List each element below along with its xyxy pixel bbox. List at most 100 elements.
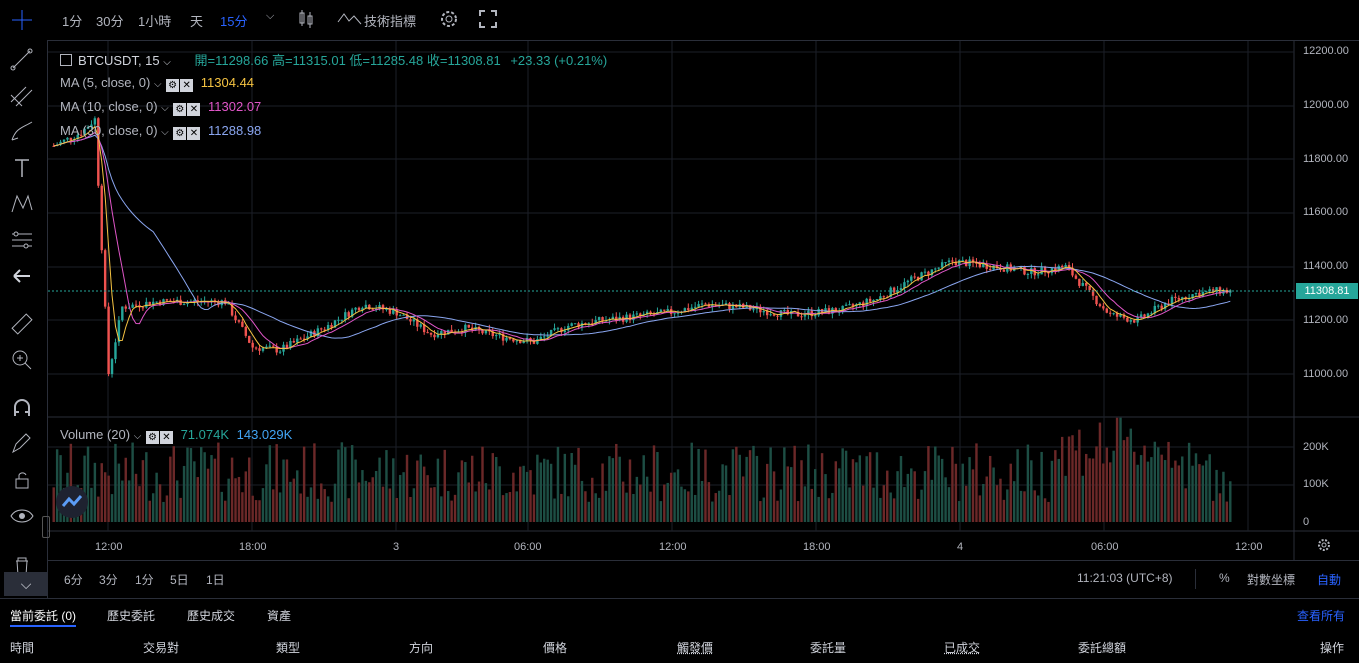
- tab-open-orders[interactable]: 當前委託 (0): [10, 607, 76, 624]
- close-icon[interactable]: ✕: [160, 431, 173, 444]
- settings-gear-icon[interactable]: [1316, 537, 1332, 556]
- range-5d[interactable]: 5日: [170, 571, 189, 588]
- tab-order-history[interactable]: 歷史委託: [107, 607, 155, 624]
- close-icon[interactable]: ✕: [187, 127, 200, 140]
- price-tick: 12200.00: [1303, 45, 1349, 57]
- volume-ma-value: 143.029K: [237, 427, 293, 442]
- ohlc-values: 開=11298.66 高=11315.01 低=11285.48 收=11308…: [194, 53, 500, 68]
- range-6m[interactable]: 6分: [64, 571, 83, 588]
- column-header: 類型: [276, 639, 300, 656]
- time-tick: 18:00: [239, 541, 267, 553]
- ma-label: MA (10, close, 0): [60, 99, 158, 114]
- log-toggle[interactable]: 對數坐標: [1247, 571, 1295, 588]
- ma-value: 11288.98: [208, 123, 261, 138]
- price-tick: 11000.00: [1303, 368, 1348, 380]
- time-tick: 12:00: [659, 541, 687, 553]
- time-tick: 12:00: [1235, 541, 1263, 553]
- time-tick: 12:00: [95, 541, 123, 553]
- collapse-icon[interactable]: [60, 54, 72, 66]
- drawing-toolbar: [0, 40, 48, 600]
- indicators-icon[interactable]: [336, 8, 364, 33]
- range-1d[interactable]: 1日: [206, 571, 225, 588]
- symbol-legend: BTCUSDT, 15 ⌵ 開=11298.66 高=11315.01 低=11…: [60, 50, 607, 69]
- column-header: 已成交: [944, 639, 980, 656]
- zoom-in-icon[interactable]: [8, 346, 36, 374]
- chevron-down-icon[interactable]: ⌵: [134, 431, 142, 442]
- edit-lock-icon[interactable]: [8, 430, 36, 458]
- auto-toggle[interactable]: 自動: [1317, 571, 1341, 588]
- ruler-icon[interactable]: [8, 310, 36, 338]
- pattern-icon[interactable]: [8, 190, 36, 218]
- volume-tick: 200K: [1303, 441, 1329, 453]
- ma-label: MA (30, close, 0): [60, 123, 158, 138]
- chevron-down-icon[interactable]: ⌵: [154, 79, 162, 90]
- projection-icon[interactable]: [8, 226, 36, 254]
- price-change: +23.33 (+0.21%): [510, 53, 607, 68]
- collapse-handle[interactable]: [42, 516, 50, 538]
- volume-legend: Volume (20) ⌵ ⚙ ✕ 71.074K 143.029K: [60, 427, 292, 444]
- close-icon[interactable]: ✕: [180, 79, 193, 92]
- range-3m[interactable]: 3分: [99, 571, 118, 588]
- interval-1h[interactable]: 1小時: [138, 11, 171, 30]
- column-header: 交易對: [143, 639, 179, 656]
- tab-trade-history[interactable]: 歷史成交: [187, 607, 235, 624]
- column-header: 方向: [409, 639, 433, 656]
- column-header: 操作: [1320, 639, 1344, 656]
- clock: 11:21:03 (UTC+8): [1077, 571, 1173, 585]
- candle-type-icon[interactable]: [296, 8, 316, 33]
- fullscreen-icon[interactable]: [477, 8, 499, 33]
- gear-icon[interactable]: ⚙: [166, 79, 179, 92]
- chevron-down-icon[interactable]: ⌵: [161, 103, 169, 114]
- interval-1m[interactable]: 1分: [62, 11, 82, 30]
- price-tick: 11400.00: [1303, 260, 1348, 272]
- unlock-icon[interactable]: [8, 466, 36, 494]
- gear-icon[interactable]: ⚙: [146, 431, 159, 444]
- percent-toggle[interactable]: %: [1219, 571, 1230, 585]
- active-tab-underline: [10, 625, 76, 627]
- column-header: 時間: [10, 639, 34, 656]
- crosshair-icon[interactable]: [8, 6, 36, 37]
- brush-icon[interactable]: [8, 118, 36, 146]
- chevron-down-icon[interactable]: ⌵: [266, 10, 274, 23]
- indicators-button[interactable]: 技術指標: [364, 11, 416, 30]
- ma-value: 11304.44: [201, 75, 254, 90]
- top-toolbar: 1分 30分 1小時 天 15分 ⌵ 技術指標: [0, 0, 1359, 41]
- time-tick: 4: [957, 541, 963, 553]
- price-tick: 11200.00: [1303, 314, 1348, 326]
- interval-1d[interactable]: 天: [190, 11, 203, 30]
- chevron-down-icon[interactable]: ⌵: [163, 57, 171, 68]
- ma-legend-5: MA (5, close, 0) ⌵ ⚙ ✕ 11304.44: [60, 75, 254, 92]
- column-header: 委託量: [810, 639, 846, 656]
- interval-30m[interactable]: 30分: [96, 11, 123, 30]
- symbol-label: BTCUSDT, 15: [78, 53, 160, 68]
- volume-value: 71.074K: [181, 427, 229, 442]
- trend-line-icon[interactable]: [8, 46, 36, 74]
- orders-panel: 當前委託 (0) 歷史委託 歷史成交 資產 查看所有 時間 交易對 類型 方向 …: [0, 598, 1359, 663]
- interval-15m[interactable]: 15分: [220, 11, 247, 30]
- gear-icon[interactable]: [438, 8, 460, 33]
- gear-icon[interactable]: ⚙: [173, 103, 186, 116]
- view-all-link[interactable]: 查看所有: [1297, 607, 1345, 624]
- ma-label: MA (5, close, 0): [60, 75, 150, 90]
- last-price-tag: 11308.81: [1296, 283, 1358, 299]
- arrow-left-icon[interactable]: [8, 262, 36, 290]
- text-icon[interactable]: [8, 154, 36, 182]
- column-header: 觸發價: [677, 639, 713, 656]
- chevron-down-icon[interactable]: ⌵: [4, 572, 48, 596]
- column-header: 委託總額: [1078, 639, 1126, 656]
- gear-icon[interactable]: ⚙: [173, 127, 186, 140]
- eye-icon[interactable]: [8, 502, 36, 530]
- time-tick: 3: [393, 541, 399, 553]
- magnet-icon[interactable]: [8, 394, 36, 422]
- chevron-down-icon[interactable]: ⌵: [161, 127, 169, 138]
- tab-assets[interactable]: 資產: [267, 607, 291, 624]
- volume-tick: 0: [1303, 516, 1309, 528]
- logo-icon: [56, 486, 88, 518]
- column-header: 價格: [543, 639, 567, 656]
- close-icon[interactable]: ✕: [187, 103, 200, 116]
- range-1m[interactable]: 1分: [135, 571, 154, 588]
- divider: [1195, 569, 1196, 589]
- fib-icon[interactable]: [8, 82, 36, 110]
- price-tick: 11800.00: [1303, 153, 1348, 165]
- volume-label: Volume (20): [60, 427, 130, 442]
